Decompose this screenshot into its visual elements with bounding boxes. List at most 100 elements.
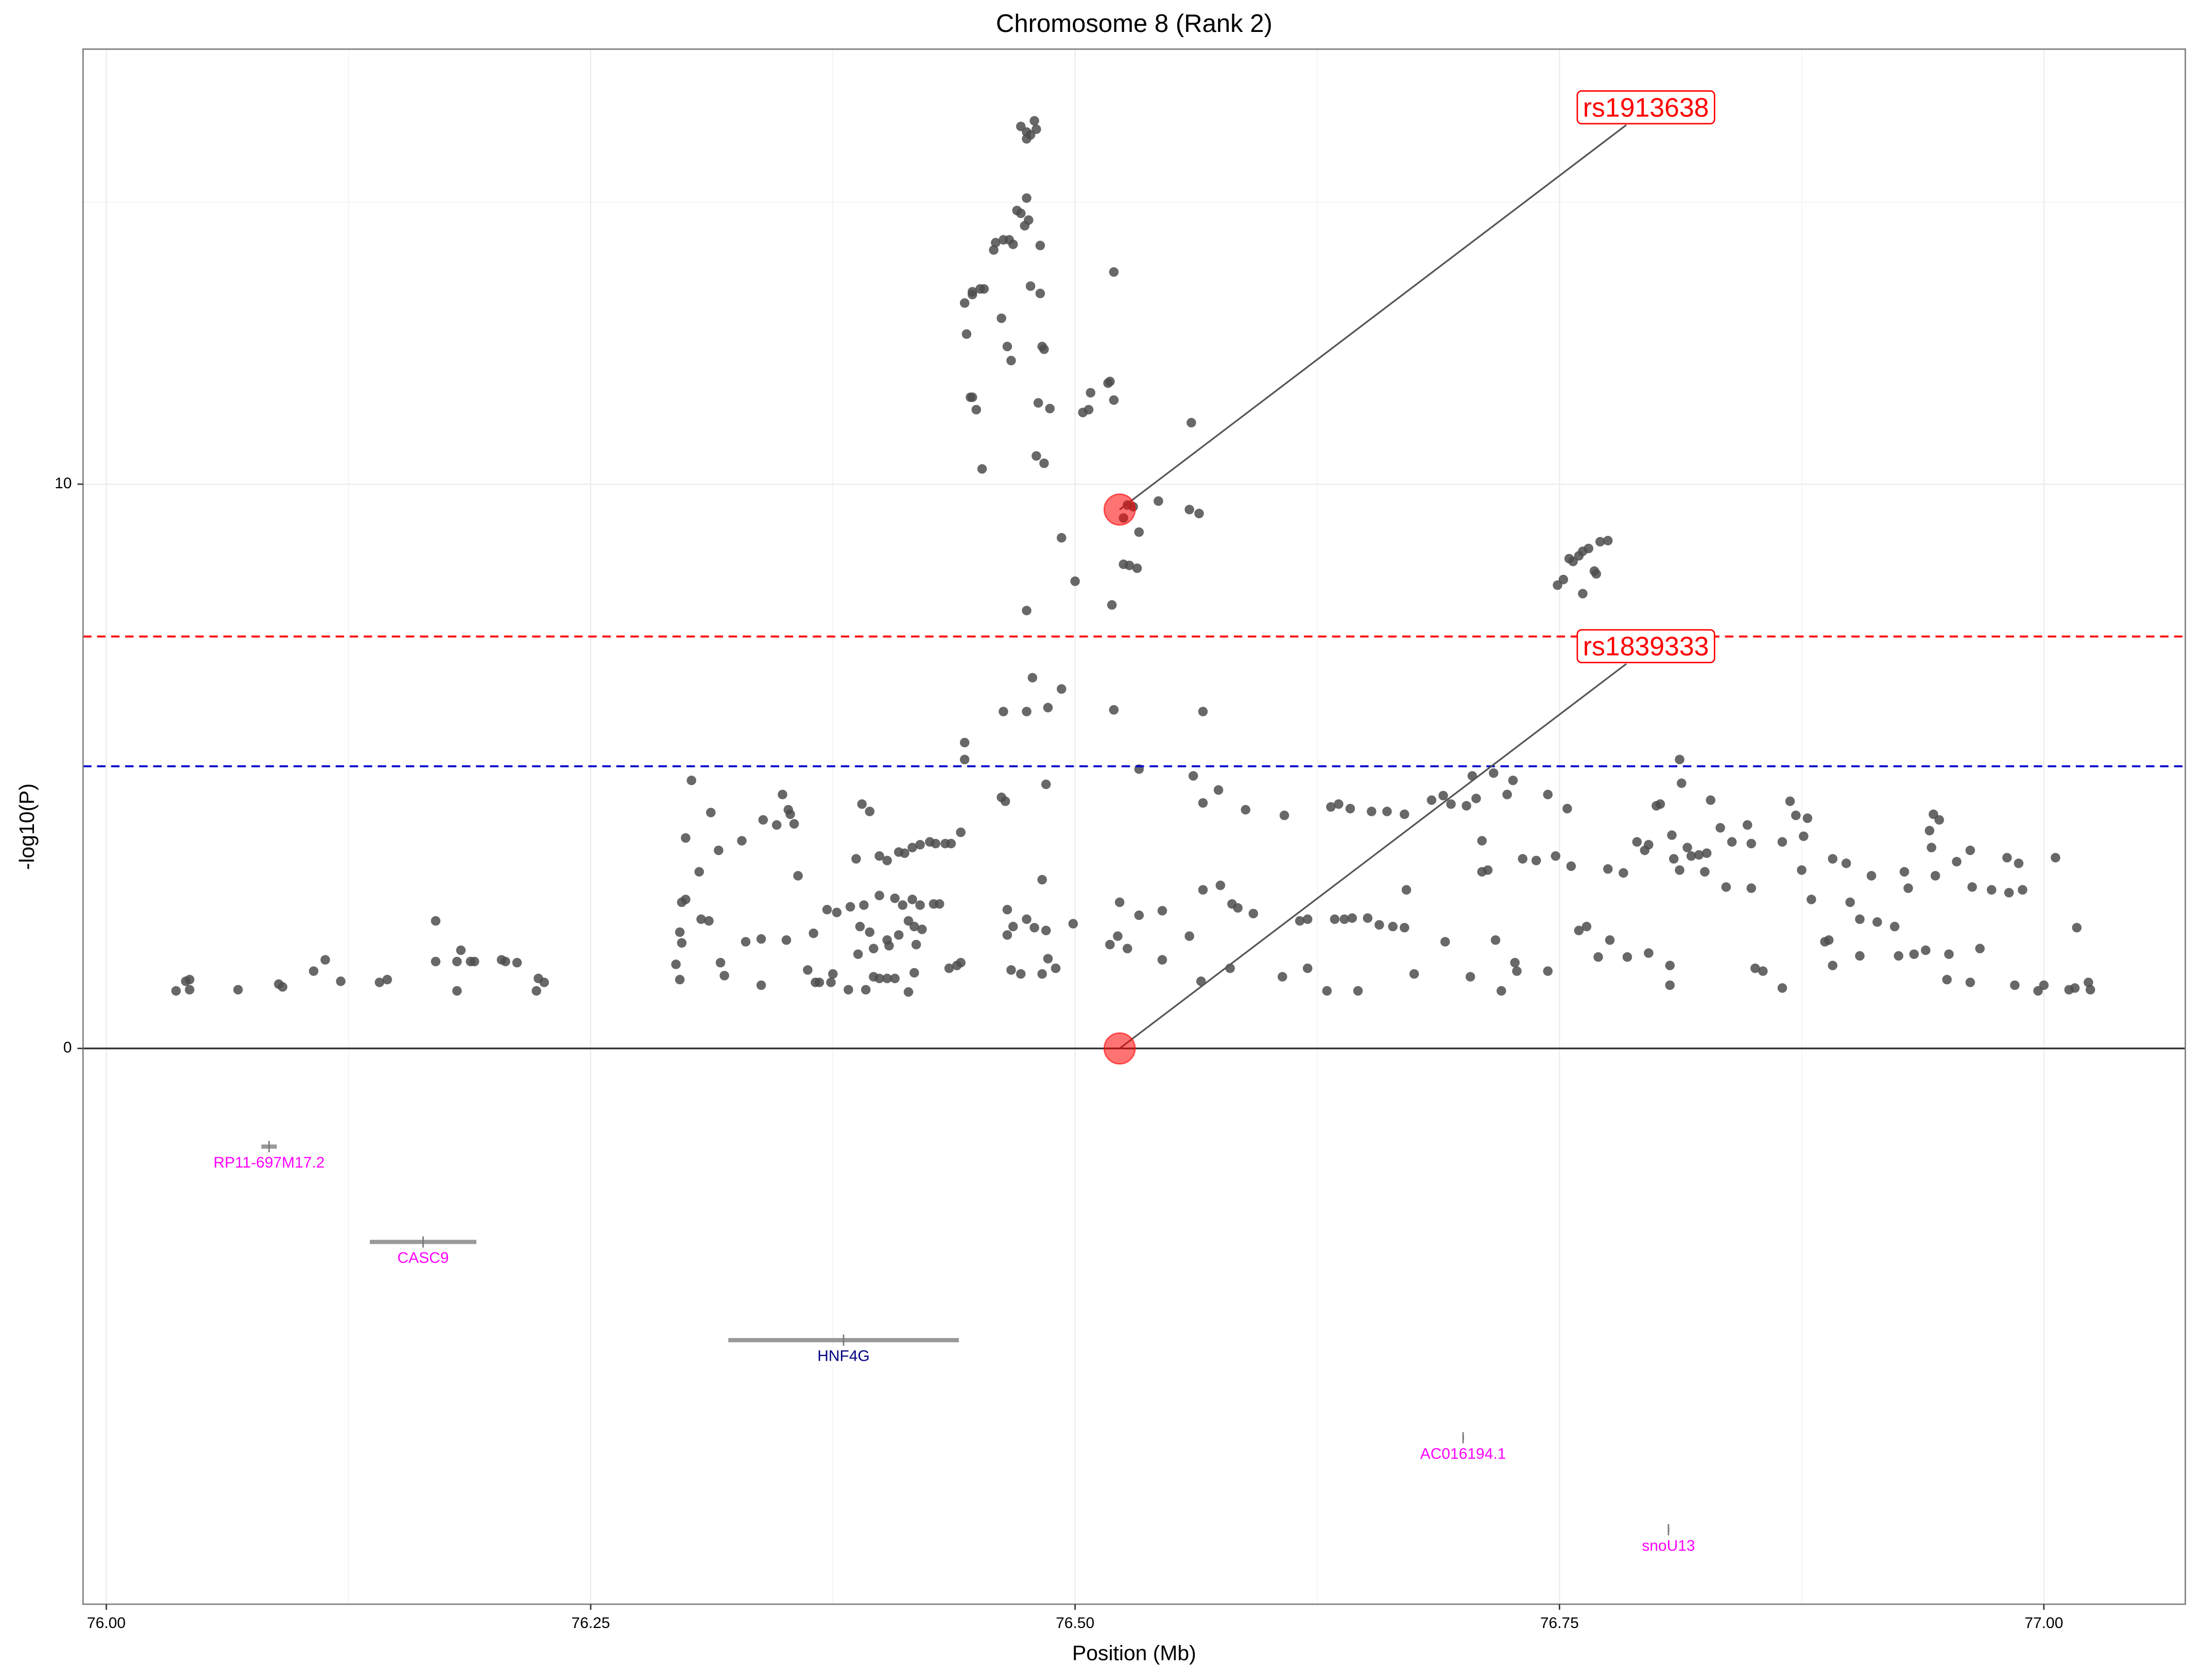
- point: [1543, 966, 1553, 976]
- point: [737, 836, 747, 846]
- point: [1512, 966, 1522, 976]
- point: [1927, 843, 1936, 852]
- point: [859, 900, 869, 910]
- point: [828, 969, 838, 979]
- point: [1562, 803, 1572, 814]
- point: [2002, 853, 2012, 863]
- point: [1400, 922, 1409, 933]
- point: [715, 957, 726, 968]
- point: [935, 899, 944, 909]
- point: [1655, 799, 1665, 809]
- point: [1006, 355, 1016, 366]
- point: [803, 965, 813, 975]
- point: [1622, 952, 1632, 962]
- point: [1518, 854, 1528, 864]
- point: [857, 799, 867, 809]
- point: [1619, 868, 1628, 878]
- point: [890, 973, 900, 984]
- point: [1330, 914, 1340, 924]
- point: [851, 854, 861, 864]
- point: [1841, 859, 1851, 868]
- point: [1107, 600, 1117, 610]
- point: [1382, 807, 1392, 816]
- point: [1345, 803, 1355, 814]
- point: [758, 815, 768, 825]
- point: [671, 959, 681, 969]
- point: [771, 820, 782, 830]
- point: [1041, 925, 1051, 935]
- point: [1119, 559, 1128, 569]
- point: [1686, 851, 1696, 861]
- point: [1490, 935, 1501, 945]
- point: [1039, 458, 1049, 468]
- point: [1746, 883, 1757, 893]
- point: [2070, 983, 2080, 993]
- point: [1578, 589, 1588, 598]
- point: [1644, 839, 1654, 850]
- x-tick-label: 76.25: [572, 1615, 610, 1632]
- point: [1084, 405, 1094, 415]
- point: [1157, 906, 1167, 916]
- point: [967, 287, 977, 297]
- point: [1497, 986, 1506, 996]
- point: [1667, 830, 1677, 840]
- point: [1027, 673, 1038, 683]
- point: [1134, 910, 1144, 920]
- point: [996, 313, 1006, 323]
- point: [1605, 935, 1615, 945]
- point: [971, 405, 982, 415]
- point: [1471, 794, 1481, 803]
- point: [1440, 937, 1450, 947]
- point: [686, 776, 696, 785]
- point: [233, 985, 243, 995]
- point: [1006, 965, 1016, 975]
- point: [956, 957, 966, 968]
- point: [1510, 957, 1520, 968]
- point: [826, 978, 836, 987]
- highlight-point: [1103, 1032, 1136, 1065]
- point: [1665, 961, 1675, 970]
- point: [1033, 398, 1043, 408]
- point: [1035, 241, 1045, 250]
- point: [893, 930, 904, 940]
- point: [1198, 707, 1208, 716]
- point: [822, 904, 832, 915]
- point: [1903, 883, 1913, 893]
- point: [1426, 795, 1437, 805]
- point: [861, 985, 871, 995]
- point: [1706, 795, 1716, 805]
- point: [704, 916, 714, 926]
- point: [1677, 778, 1687, 788]
- point: [865, 807, 875, 816]
- point: [1934, 815, 1944, 825]
- point: [1899, 867, 1910, 877]
- point: [714, 845, 724, 855]
- point: [1675, 755, 1684, 765]
- point: [719, 971, 729, 981]
- point: [1603, 536, 1613, 545]
- point: [1039, 344, 1049, 354]
- point: [1400, 809, 1409, 819]
- point: [874, 973, 884, 984]
- point: [1742, 820, 1752, 830]
- point: [2018, 885, 2027, 895]
- point: [909, 921, 919, 932]
- point: [675, 927, 685, 937]
- point: [915, 900, 925, 910]
- point: [2072, 922, 2082, 933]
- point: [1401, 885, 1412, 895]
- point: [1465, 972, 1475, 982]
- point: [1682, 843, 1692, 852]
- point: [677, 938, 687, 948]
- point: [336, 976, 346, 986]
- point: [832, 907, 842, 917]
- point: [1965, 845, 1975, 855]
- point: [1188, 771, 1198, 781]
- point: [959, 755, 970, 765]
- point: [1057, 533, 1067, 543]
- point: [1807, 895, 1816, 904]
- point: [320, 955, 330, 965]
- point: [1593, 952, 1603, 962]
